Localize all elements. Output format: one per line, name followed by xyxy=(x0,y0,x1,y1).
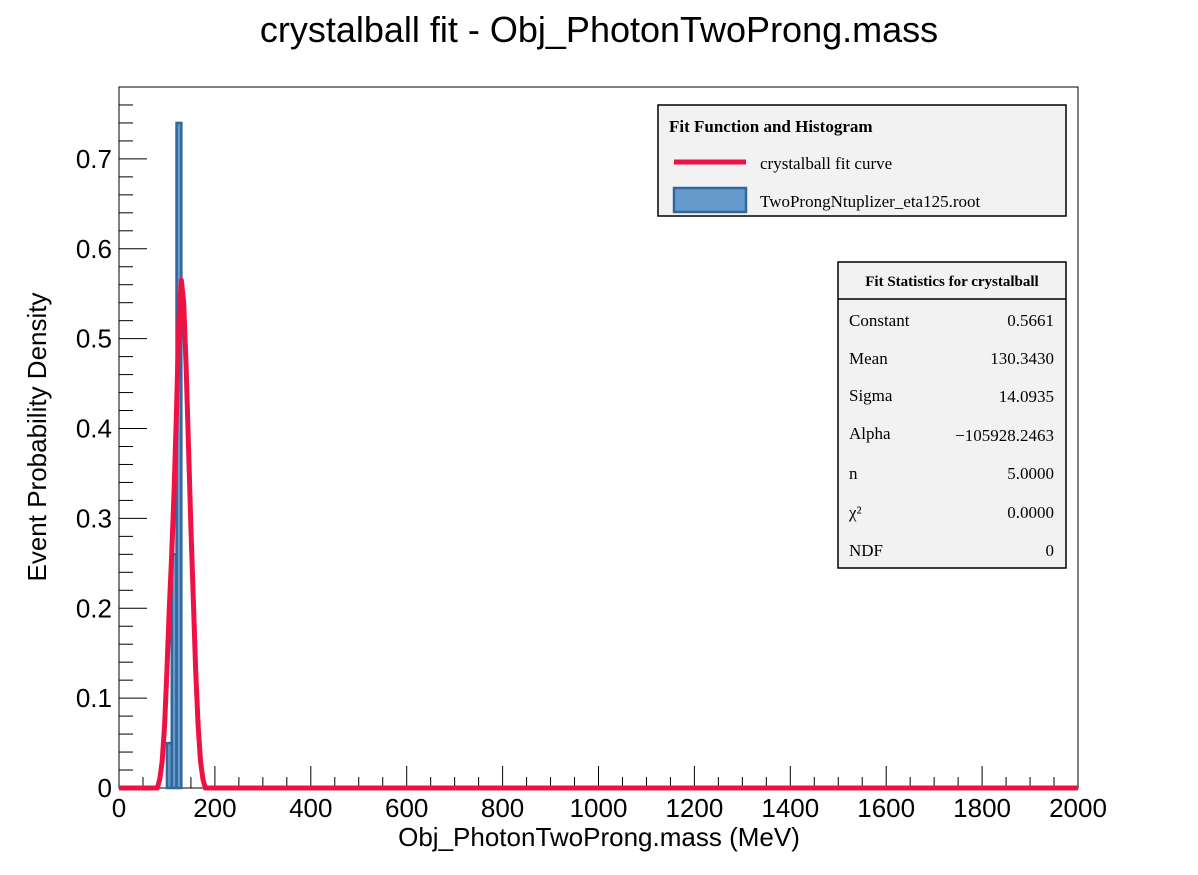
stats-value-alpha: −105928.2463 xyxy=(955,426,1054,445)
stats-box: Fit Statistics for crystalball Constant … xyxy=(837,261,1067,569)
legend-histogram-swatch xyxy=(672,186,748,214)
x-tick-label: 0 xyxy=(112,793,126,823)
y-tick-label: 0 xyxy=(98,773,112,803)
x-tick-label: 400 xyxy=(289,793,332,823)
stats-label-constant: Constant xyxy=(849,311,910,330)
stats-label-alpha: Alpha xyxy=(849,424,891,443)
chart-title: crystalball fit - Obj_PhotonTwoProng.mas… xyxy=(260,9,938,50)
stats-value-constant: 0.5661 xyxy=(1007,311,1054,330)
x-tick-label: 600 xyxy=(385,793,428,823)
stats-value-n: 5.0000 xyxy=(1007,464,1054,483)
x-tick-label: 800 xyxy=(481,793,524,823)
legend-title: Fit Function and Histogram xyxy=(669,117,873,136)
stats-label-chi2: χ² xyxy=(848,503,862,522)
stats-box-frame xyxy=(837,261,1067,569)
y-tick-label: 0.4 xyxy=(76,414,112,444)
fit-curve-group xyxy=(119,277,1078,791)
x-tick-label: 1000 xyxy=(570,793,628,823)
legend-entry-curve: crystalball fit curve xyxy=(760,154,892,173)
y-tick-label: 0.1 xyxy=(76,683,112,713)
x-tick-label: 200 xyxy=(193,793,236,823)
stats-title: Fit Statistics for crystalball xyxy=(865,274,1038,290)
y-tick-label: 0.2 xyxy=(76,593,112,623)
y-axis-label: Event Probability Density xyxy=(22,292,52,581)
x-tick-label: 1800 xyxy=(953,793,1011,823)
y-tick-label: 0.5 xyxy=(76,324,112,354)
stats-label-n: n xyxy=(849,464,858,483)
y-tick-label: 0.7 xyxy=(76,144,112,174)
stats-value-chi2: 0.0000 xyxy=(1007,503,1054,522)
x-axis-ticks: 0 200 400 600 800 1000 1200 1400 1600 1800 2000 xyxy=(112,766,1107,823)
stats-label-ndf: NDF xyxy=(849,541,883,560)
stats-value-mean: 130.3430 xyxy=(990,349,1054,368)
x-tick-label: 1400 xyxy=(761,793,819,823)
x-tick-label: 1200 xyxy=(665,793,723,823)
y-tick-label: 0.6 xyxy=(76,234,112,264)
stats-value-ndf: 0 xyxy=(1046,541,1055,560)
legend-entry-histogram: TwoProngNtuplizer_eta125.root xyxy=(760,192,981,211)
y-axis-ticks: 0 0.1 0.2 0.3 0.4 0.5 0.6 0.7 xyxy=(76,86,147,803)
x-tick-label: 2000 xyxy=(1049,793,1107,823)
x-axis-label: Obj_PhotonTwoProng.mass (MeV) xyxy=(398,822,800,852)
stats-value-sigma: 14.0935 xyxy=(999,387,1054,406)
x-tick-label: 1600 xyxy=(857,793,915,823)
stats-label-sigma: Sigma xyxy=(849,386,893,405)
legend: Fit Function and Histogram crystalball f… xyxy=(657,104,1067,217)
y-tick-label: 0.3 xyxy=(76,503,112,533)
stats-label-mean: Mean xyxy=(849,349,888,368)
fit-curve xyxy=(119,277,1078,791)
